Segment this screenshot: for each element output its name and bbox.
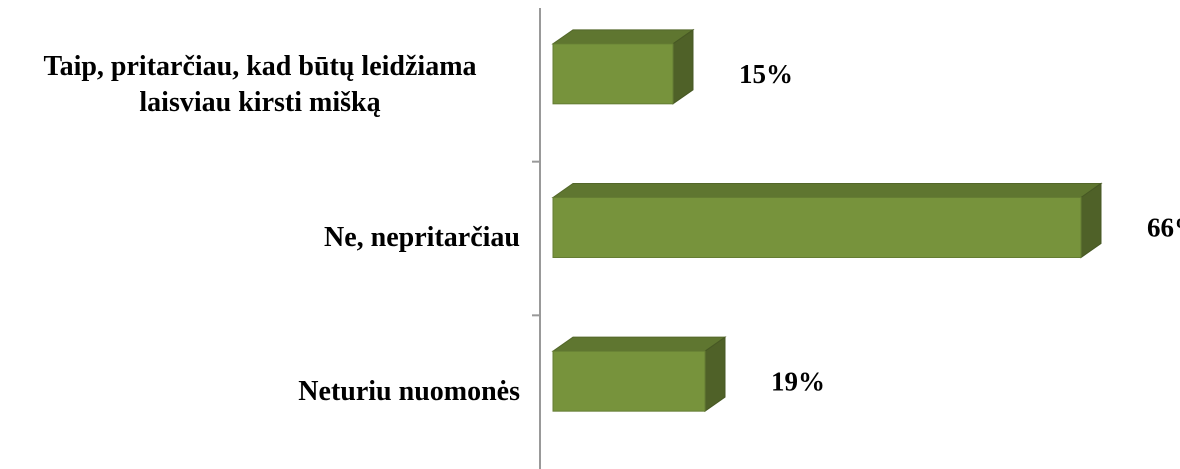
category-label: Ne, nepritarčiau <box>324 222 520 254</box>
category-label-box: Ne, nepritarčiau <box>0 162 520 316</box>
bar <box>552 43 674 105</box>
category-label: Neturiu nuomonės <box>298 376 520 408</box>
bar <box>552 350 706 412</box>
bar-top <box>551 29 695 45</box>
category-label: Taip, pritarčiau, kad būtų leidžiama lai… <box>43 50 477 118</box>
category-label-box: Taip, pritarčiau, kad būtų leidžiama lai… <box>0 8 520 162</box>
bar-top <box>551 336 727 352</box>
data-label: 15% <box>739 59 793 89</box>
bar <box>552 197 1082 258</box>
data-label: 19% <box>771 366 825 396</box>
bar-top <box>551 183 1103 198</box>
data-label: 66% <box>1147 213 1180 243</box>
category-label-box: Neturiu nuomonės <box>0 315 520 469</box>
